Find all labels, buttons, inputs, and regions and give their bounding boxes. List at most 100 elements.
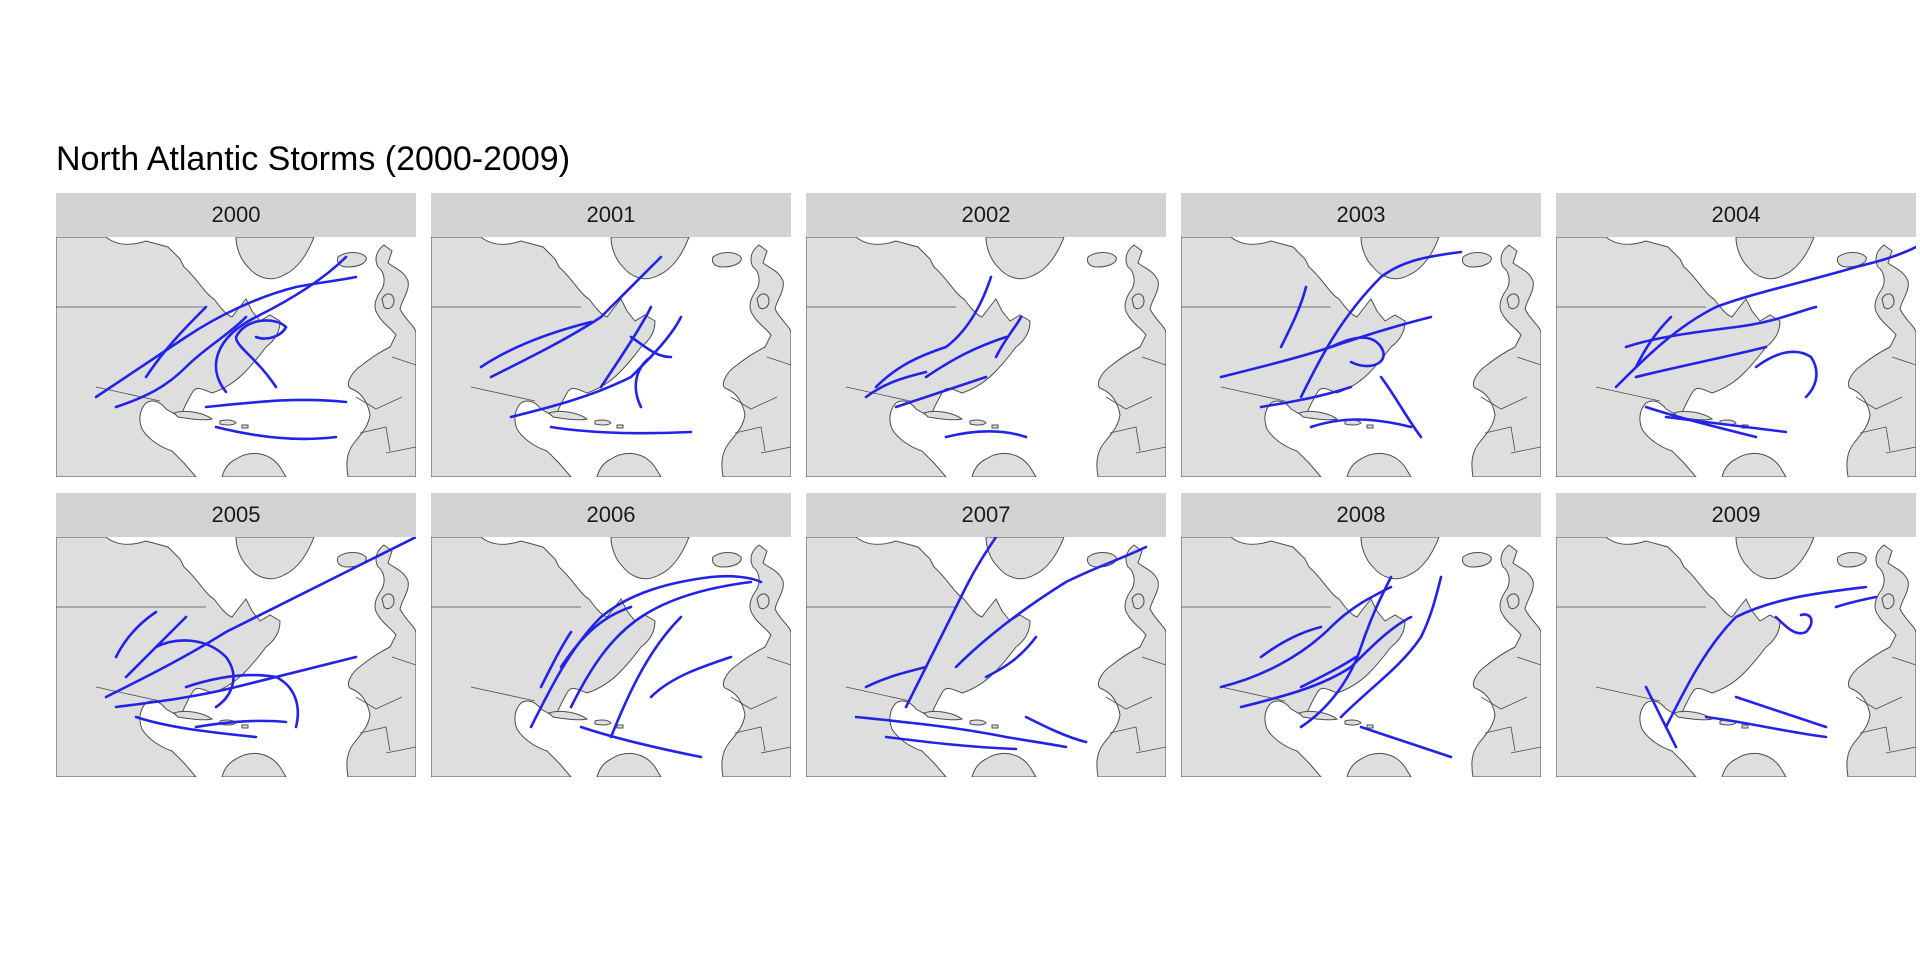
storm-track [1664, 585, 1868, 729]
storm-track [104, 537, 416, 699]
country-border [1885, 446, 1916, 454]
country-border [1484, 726, 1516, 752]
country-border [1220, 386, 1286, 402]
country-border [355, 396, 403, 410]
country-border [1859, 726, 1891, 752]
storm-track [114, 315, 248, 409]
country-border [1595, 386, 1661, 402]
storm-track [144, 305, 208, 379]
land-shape [241, 724, 249, 729]
land-shape [1131, 293, 1145, 310]
land-shape [969, 419, 987, 426]
land-shape [756, 293, 770, 310]
storm-map-2004 [1556, 237, 1916, 477]
storm-track [954, 545, 1148, 669]
storm-track [1024, 715, 1088, 744]
land-shape [1366, 724, 1374, 729]
storm-track [539, 630, 573, 689]
storm-track [1644, 685, 1678, 749]
land-shape [1462, 552, 1492, 568]
land-shape [221, 452, 287, 477]
facet-panel-2007: 2007 [806, 493, 1166, 777]
storm-track [1774, 613, 1813, 635]
country-border [845, 686, 911, 702]
country-border [1855, 696, 1903, 710]
storm-map-2005 [56, 537, 416, 777]
land-shape [1346, 452, 1412, 477]
storm-track [894, 375, 988, 409]
country-border [730, 696, 778, 710]
country-border [1135, 446, 1166, 454]
facet-grid: 2000 2001 2002 2003 2004 2005 2006 2007 … [56, 193, 1916, 778]
facet-panel-2005: 2005 [56, 493, 416, 777]
land-shape [594, 419, 612, 426]
storm-track [114, 655, 358, 709]
storm-track [559, 605, 633, 669]
facet-strip-label: 2006 [431, 493, 791, 537]
storm-track [1299, 575, 1393, 729]
facet-strip-label: 2009 [1556, 493, 1916, 537]
land-shape [173, 410, 214, 421]
land-shape [346, 244, 416, 477]
country-border [470, 686, 536, 702]
storm-track [184, 673, 300, 729]
land-shape [1846, 244, 1916, 477]
storm-track [569, 580, 753, 709]
storm-track [984, 635, 1038, 679]
storm-map-2009 [1556, 537, 1916, 777]
land-shape [991, 724, 999, 729]
facet-strip-label: 2003 [1181, 193, 1541, 237]
facet-strip-label: 2000 [56, 193, 416, 237]
storm-track [549, 425, 693, 435]
storm-track [1624, 305, 1818, 349]
storm-track [1834, 595, 1878, 609]
country-border [1891, 356, 1916, 366]
storm-track [874, 275, 993, 389]
storm-map-2000 [56, 237, 416, 477]
land-shape [721, 244, 791, 477]
storm-track [854, 715, 1068, 749]
facet-panel-2002: 2002 [806, 193, 1166, 477]
land-shape [1556, 537, 1781, 777]
land-shape [1096, 244, 1166, 477]
land-shape [219, 419, 237, 426]
facet-panel-2006: 2006 [431, 493, 791, 777]
country-border [1510, 746, 1541, 754]
land-shape [616, 424, 624, 429]
land-shape [1462, 252, 1492, 268]
country-border [1480, 696, 1528, 710]
facet-panel-2008: 2008 [1181, 493, 1541, 777]
land-shape [923, 410, 964, 421]
storm-track [194, 719, 288, 729]
land-shape [1471, 244, 1541, 477]
storm-track [529, 574, 763, 729]
country-border [1105, 696, 1153, 710]
country-border [359, 426, 391, 452]
land-shape [985, 237, 1065, 280]
country-border [1480, 396, 1528, 410]
storm-track [1219, 585, 1393, 689]
country-border [385, 746, 416, 754]
storm-track [579, 725, 703, 759]
storm-track [1339, 575, 1443, 719]
land-shape [721, 544, 791, 777]
land-shape [1881, 293, 1895, 310]
storm-map-2008 [1181, 537, 1541, 777]
storm-track [1379, 375, 1423, 439]
land-shape [712, 252, 742, 268]
country-border [1885, 746, 1916, 754]
country-border [1510, 446, 1541, 454]
storm-track [154, 639, 235, 709]
country-border [1135, 746, 1166, 754]
land-shape [594, 719, 612, 726]
storm-track [489, 255, 663, 379]
storm-track [864, 370, 928, 399]
storm-track [609, 615, 683, 739]
storm-track [994, 315, 1023, 359]
land-shape [596, 752, 662, 777]
country-border [1141, 656, 1166, 666]
storm-track [1259, 625, 1323, 659]
land-shape [712, 552, 742, 568]
country-border [1109, 426, 1141, 452]
country-border [359, 726, 391, 752]
